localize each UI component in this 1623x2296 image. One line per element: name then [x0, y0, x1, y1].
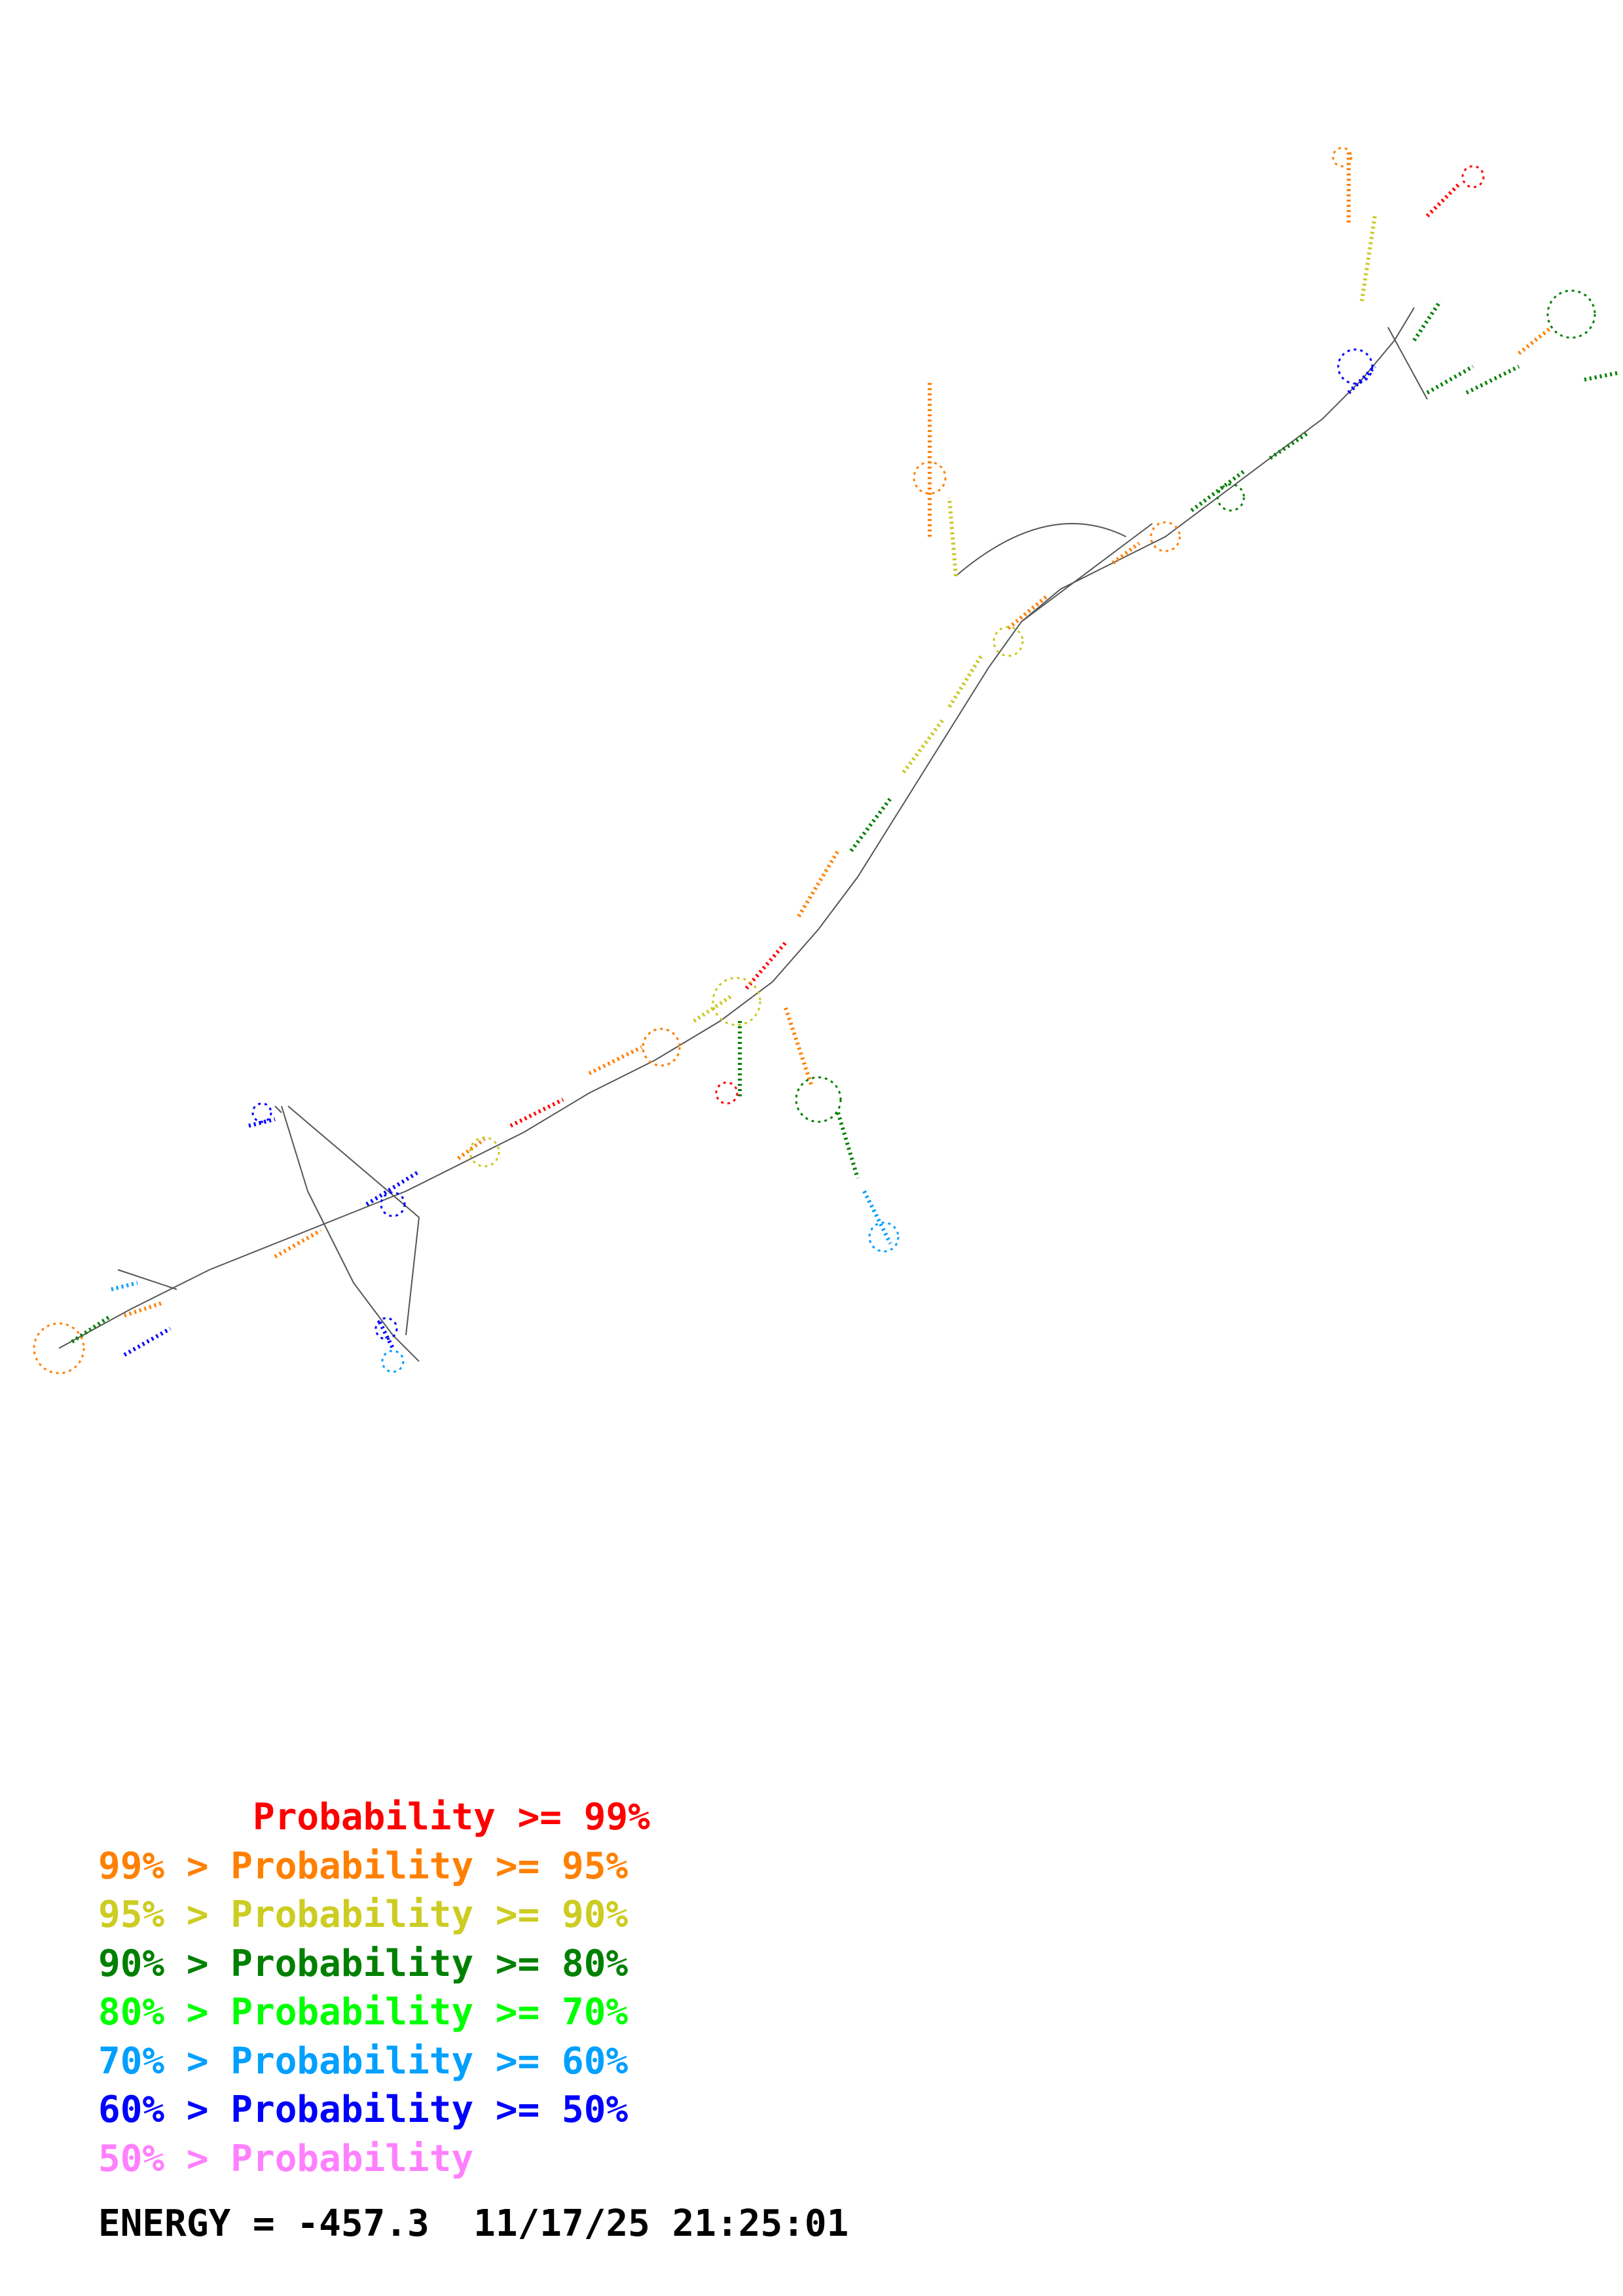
legend-row: 90% > Probability >= 80% [98, 1942, 629, 1985]
legend-row: 99% > Probability >= 95% [98, 1844, 629, 1888]
legend-row: 50% > Probability [98, 2137, 474, 2180]
legend-row: 70% > Probability >= 60% [98, 2039, 629, 2083]
probability-legend: Probability >= 99% 99% > Probability >= 9… [98, 1793, 650, 2183]
legend-row: Probability >= 99% [98, 1796, 650, 1839]
energy-footer: ENERGY = -457.3 11/17/25 21:25:01 [98, 2202, 849, 2245]
legend-row: 80% > Probability >= 70% [98, 1991, 629, 2034]
structure-backbone [58, 307, 1428, 1362]
rna-structure-diagram [33, 147, 1618, 1374]
structure-loops [33, 147, 1596, 1374]
structure-branches [71, 151, 1618, 1357]
legend-row: 60% > Probability >= 50% [98, 2089, 629, 2131]
legend-row: 95% > Probability >= 90% [98, 1893, 629, 1936]
